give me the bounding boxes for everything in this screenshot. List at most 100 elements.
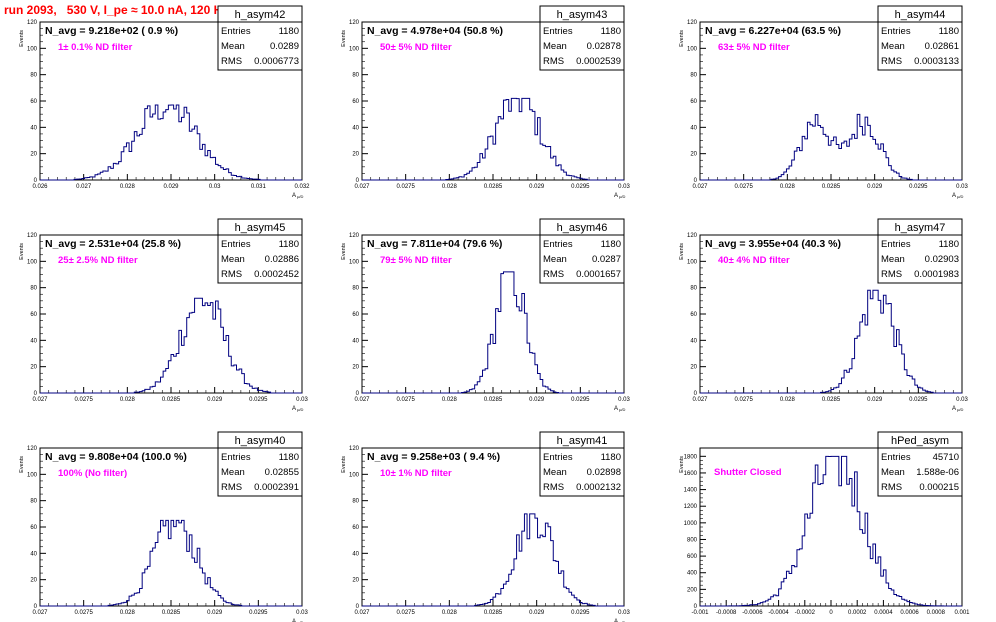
y-tick-label: 600 — [687, 554, 698, 560]
stats-value: 0.0003133 — [914, 56, 959, 67]
stats-label: Entries — [221, 452, 251, 463]
x-tick-label: 0.0008 — [927, 610, 946, 616]
stats-value: 45710 — [933, 452, 959, 463]
y-tick-label: 80 — [690, 73, 697, 79]
x-tick-label: 0.027 — [32, 397, 48, 403]
y-tick-label: 40 — [690, 338, 697, 344]
stats-box: h_asym41 Entries 1180 Mean 0.02898 RMS 0.00021… — [539, 431, 625, 497]
stats-label: Entries — [221, 239, 251, 250]
y-tick-label: 20 — [690, 365, 697, 371]
x-tick-label: -0.0006 — [742, 610, 763, 616]
x-tick-label: -0.0004 — [768, 610, 789, 616]
x-tick-label: 0.0275 — [74, 397, 93, 403]
y-tick-label: 120 — [27, 446, 38, 452]
stats-value: 0.0002132 — [576, 482, 621, 493]
histogram-series — [40, 519, 302, 607]
x-tick-label: 0.0285 — [162, 610, 181, 616]
x-tick-label: 0.0275 — [74, 610, 93, 616]
navg-annotation: N_avg = 4.978e+04 (50.8 %) — [367, 25, 503, 37]
y-tick-label: 60 — [30, 312, 37, 318]
x-tick-label: 0.028 — [442, 397, 458, 403]
x-tick-label: 0.03 — [296, 397, 308, 403]
x-tick-label: 0.0285 — [822, 184, 841, 190]
navg-annotation: N_avg = 7.811e+04 (79.6 %) — [367, 238, 502, 250]
stats-label: RMS — [881, 56, 902, 67]
x-tick-label: 0.026 — [32, 184, 48, 190]
histogram-name: h_asym46 — [557, 222, 608, 234]
y-tick-label: 1800 — [684, 454, 698, 460]
y-tick-label: 20 — [352, 365, 359, 371]
stats-value: 0.0001983 — [914, 269, 959, 280]
y-tick-label: 120 — [27, 233, 38, 239]
y-tick-label: 20 — [30, 578, 37, 584]
x-axis-label: A μ/D — [292, 619, 304, 622]
histogram-series — [362, 97, 624, 181]
x-tick-label: 0.0295 — [571, 184, 590, 190]
x-tick-label: 0.028 — [442, 184, 458, 190]
x-tick-label: 0.0285 — [484, 397, 503, 403]
stats-value: 1180 — [939, 239, 959, 250]
x-tick-label: 0.0295 — [571, 610, 590, 616]
filter-annotation: 40± 4% ND filter — [718, 255, 790, 266]
x-tick-label: 0.0295 — [909, 397, 928, 403]
stats-box-frame — [217, 218, 303, 284]
x-tick-label: 0.029 — [163, 184, 179, 190]
stats-label: Entries — [543, 452, 573, 463]
y-tick-label: 80 — [30, 73, 37, 79]
stats-box-frame — [877, 218, 963, 284]
stats-box-frame — [539, 431, 625, 497]
y-tick-label: 20 — [30, 152, 37, 158]
stats-box: h_asym46 Entries 1180 Mean 0.0287 RMS 0.000165… — [539, 218, 625, 284]
y-tick-label: 0 — [34, 178, 38, 184]
x-tick-label: 0.029 — [529, 184, 545, 190]
histogram-series — [700, 455, 962, 607]
stats-value: 0.02886 — [265, 254, 299, 265]
y-tick-label: 60 — [690, 99, 697, 105]
x-tick-label: 0.029 — [207, 397, 223, 403]
y-tick-label: 40 — [30, 338, 37, 344]
y-tick-label: 800 — [687, 537, 698, 543]
y-tick-label: 60 — [352, 525, 359, 531]
x-tick-label: 0.03 — [956, 397, 968, 403]
x-tick-label: -0.0002 — [795, 610, 816, 616]
y-axis-label: Events — [679, 30, 685, 47]
navg-annotation: N_avg = 9.258e+03 ( 9.4 %) — [367, 451, 500, 463]
stats-label: Mean — [881, 467, 905, 478]
stats-label: Entries — [221, 26, 251, 37]
x-tick-label: 0.0285 — [484, 610, 503, 616]
x-tick-label: 0.029 — [867, 184, 883, 190]
x-tick-label: 0.0004 — [874, 610, 893, 616]
y-tick-label: 100 — [349, 472, 360, 478]
stats-value: 0.0002452 — [254, 269, 299, 280]
x-tick-label: 0.028 — [780, 397, 796, 403]
histogram-name: h_asym42 — [235, 9, 286, 21]
y-tick-label: 20 — [30, 365, 37, 371]
x-tick-label: 0.027 — [354, 184, 370, 190]
y-tick-label: 80 — [352, 499, 359, 505]
stats-value: 1180 — [279, 239, 299, 250]
stats-label: Entries — [881, 239, 911, 250]
y-tick-label: 1200 — [684, 504, 698, 510]
stats-box: h_asym43 Entries 1180 Mean 0.02878 RMS 0.00025… — [539, 5, 625, 71]
y-axis-label: Events — [341, 456, 347, 473]
histogram-name: h_asym45 — [235, 222, 286, 234]
x-tick-label: 0.027 — [32, 610, 48, 616]
stats-value: 0.02855 — [265, 467, 299, 478]
x-tick-label: 0.0275 — [734, 397, 753, 403]
y-axis-label: Events — [19, 30, 25, 47]
histogram-panel-h_asym43: 0 20 40 60 80 100 120 0.027 0.0275 0.028 0.0285 0.0… — [341, 5, 630, 199]
x-tick-label: 0.0275 — [396, 397, 415, 403]
x-tick-label: 0.027 — [692, 184, 708, 190]
y-tick-label: 0 — [694, 604, 698, 610]
histogram-series — [362, 513, 624, 607]
x-tick-label: 0.027 — [354, 610, 370, 616]
histogram-name: h_asym40 — [235, 435, 286, 447]
x-tick-label: 0.0295 — [249, 397, 268, 403]
stats-label: RMS — [221, 56, 242, 67]
stats-value: 0.0289 — [270, 41, 299, 52]
y-tick-label: 100 — [27, 472, 38, 478]
y-axis-label: Events — [679, 243, 685, 260]
y-tick-label: 80 — [690, 286, 697, 292]
y-tick-label: 60 — [30, 99, 37, 105]
x-tick-label: 0.0285 — [484, 184, 503, 190]
